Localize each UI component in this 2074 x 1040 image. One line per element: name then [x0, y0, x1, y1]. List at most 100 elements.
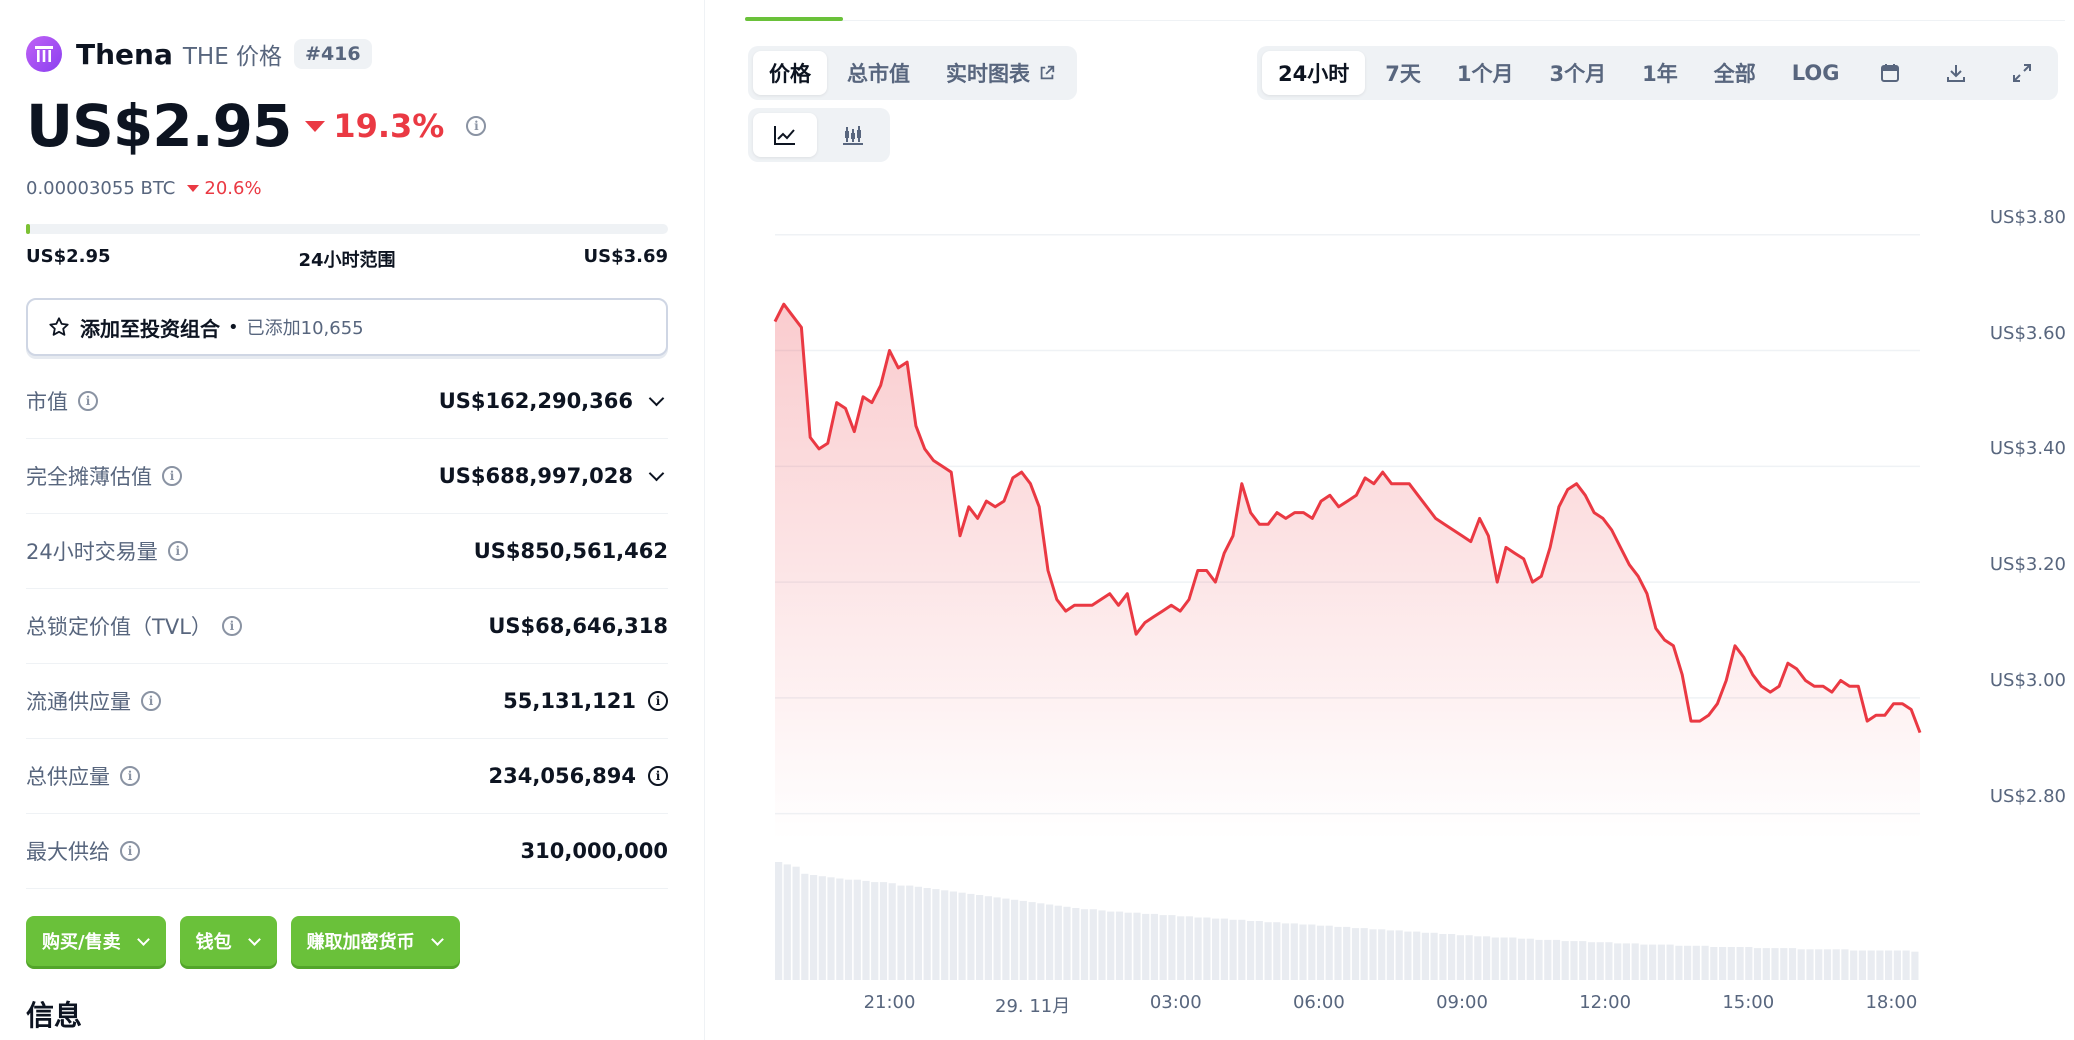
stat-value: 234,056,894	[488, 764, 636, 788]
info-icon[interactable]: i	[648, 691, 668, 711]
volume-bar	[1710, 947, 1718, 980]
line-chart-icon	[774, 126, 795, 145]
info-icon[interactable]: i	[120, 841, 140, 861]
info-icon[interactable]: i	[120, 766, 140, 786]
range-3m[interactable]: 3个月	[1549, 62, 1607, 86]
tab-price[interactable]: 价格	[753, 51, 827, 95]
volume-bar	[1072, 908, 1080, 980]
volume-bar	[1011, 899, 1019, 980]
range-1m[interactable]: 1个月	[1456, 62, 1514, 86]
volume-bar	[1369, 929, 1377, 980]
volume-bar	[1168, 915, 1176, 980]
info-icon[interactable]: i	[141, 691, 161, 711]
volume-bar	[1614, 943, 1622, 980]
panel-divider	[704, 0, 705, 1040]
volume-bar	[1788, 948, 1797, 980]
btc-price-row: 0.00003055 BTC 20.6%	[26, 178, 262, 199]
volume-bar	[1360, 928, 1368, 980]
range-bar-fill	[26, 224, 30, 234]
stat-row-tvl: 总锁定价值（TVL） i US$68,646,318	[26, 589, 668, 664]
volume-bar	[1430, 932, 1438, 980]
tab-market-cap[interactable]: 总市值	[847, 62, 910, 86]
range-high: US$3.69	[583, 246, 668, 267]
volume-bar	[1456, 935, 1464, 980]
volume-bar	[1439, 934, 1447, 980]
volume-bar	[1378, 929, 1386, 980]
top-tabs-border	[745, 20, 2065, 21]
range-1y[interactable]: 1年	[1642, 62, 1678, 86]
range-7d[interactable]: 7天	[1385, 62, 1421, 86]
add-to-portfolio-button[interactable]: 添加至投资组合 • 已添加10,655	[26, 298, 668, 356]
volume-bar	[1727, 947, 1735, 980]
volume-bar	[1142, 913, 1150, 980]
volume-bar	[1133, 912, 1141, 980]
volume-bar	[1823, 949, 1832, 980]
volume-bar	[1124, 912, 1132, 980]
info-icon[interactable]: i	[162, 466, 182, 486]
volume-bar	[1483, 936, 1491, 980]
volume-bar	[1229, 919, 1237, 980]
stat-row-volume: 24小时交易量 i US$850,561,462	[26, 514, 668, 589]
volume-bar	[1876, 950, 1884, 980]
buy-sell-button[interactable]: 购买/售卖	[26, 916, 166, 966]
volume-bar	[1762, 948, 1770, 980]
price-chart[interactable]: US$3.80 US$3.60 US$3.40 US$3.20 US$3.00 US$2.…	[745, 200, 2074, 1020]
info-icon[interactable]: i	[648, 766, 668, 786]
volume-bar	[1893, 950, 1901, 980]
tab-live-chart[interactable]: 实时图表	[930, 51, 1072, 95]
chevron-down-icon[interactable]	[648, 390, 665, 406]
wallet-button[interactable]: 钱包	[179, 916, 277, 966]
volume-bar	[1657, 944, 1665, 980]
current-price: US$2.95	[26, 92, 292, 160]
volume-bar	[1386, 930, 1394, 980]
expand-button[interactable]	[1991, 51, 2053, 95]
volume-bar	[1281, 923, 1290, 980]
earn-crypto-label: 赚取加密货币	[306, 932, 415, 953]
volume-bar	[1736, 947, 1744, 980]
info-icon[interactable]: i	[78, 391, 98, 411]
x-tick-label: 18:00	[1865, 992, 1918, 1013]
line-chart-button[interactable]	[753, 113, 817, 157]
volume-bar	[775, 862, 783, 980]
range-log[interactable]: LOG	[1791, 61, 1840, 85]
chevron-down-icon[interactable]	[648, 465, 665, 481]
download-button[interactable]	[1925, 51, 1987, 95]
volume-bar	[1622, 943, 1630, 980]
volume-bar	[941, 890, 949, 980]
volume-bar	[783, 864, 791, 980]
volume-bar	[914, 886, 922, 980]
separator-dot: •	[228, 316, 239, 338]
volume-bar	[1212, 918, 1220, 980]
y-tick-label: US$3.60	[1989, 322, 2066, 344]
info-icon[interactable]: i	[221, 616, 242, 636]
info-icon[interactable]: i	[167, 541, 188, 561]
volume-bar	[1290, 923, 1298, 980]
volume-bar	[792, 866, 800, 980]
volume-bar	[1316, 925, 1325, 980]
volume-bar	[1474, 936, 1482, 980]
volume-bar	[993, 897, 1001, 980]
volume-bar	[1299, 924, 1307, 980]
download-icon	[1947, 65, 1966, 82]
stat-label: 流通供应量	[26, 690, 131, 714]
volume-bar	[1107, 911, 1115, 980]
volume-bar	[1404, 931, 1412, 980]
earn-crypto-button[interactable]: 赚取加密货币	[290, 916, 460, 966]
volume-bar	[1517, 938, 1526, 980]
volume-bar	[1815, 949, 1823, 980]
down-arrow-icon	[305, 120, 326, 132]
volume-bar	[1343, 926, 1351, 980]
volume-bar	[958, 892, 966, 980]
x-tick-label: 12:00	[1579, 992, 1632, 1013]
time-range-tabs: 24小时 7天 1个月 3个月 1年 全部 LOG	[1257, 46, 2059, 100]
range-24h[interactable]: 24小时	[1262, 51, 1366, 95]
info-icon[interactable]: i	[466, 116, 487, 136]
calendar-button[interactable]	[1859, 51, 1921, 95]
volume-bar	[1526, 938, 1534, 980]
range-all[interactable]: 全部	[1713, 62, 1756, 86]
volume-bar	[1885, 950, 1893, 980]
coin-header: Thena THE 价格 #416	[26, 36, 372, 72]
candlestick-button[interactable]	[821, 113, 885, 157]
portfolio-label: 添加至投资组合	[80, 316, 220, 341]
y-tick-label: US$3.00	[1989, 669, 2066, 691]
